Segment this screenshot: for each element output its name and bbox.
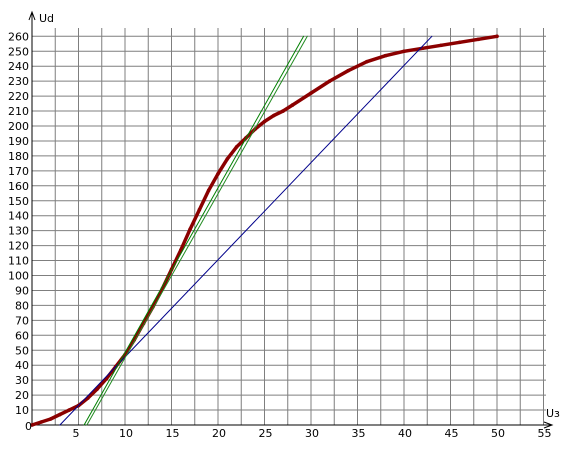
- data-point: [225, 157, 230, 161]
- y-tick-label: 140: [8, 210, 29, 223]
- data-point: [216, 172, 220, 176]
- y-tick-label: 160: [8, 180, 29, 193]
- data-point: [272, 113, 276, 118]
- x-axis-arrow-icon: [543, 421, 554, 429]
- x-tick-label: 10: [119, 427, 133, 440]
- x-axis-label: Uз: [546, 407, 560, 420]
- series-line-3: [83, 35, 305, 426]
- y-tick-label: 260: [8, 30, 29, 43]
- axes: [28, 10, 554, 429]
- y-tick-label: 80: [15, 299, 29, 312]
- y-tick-label: 190: [8, 135, 29, 148]
- x-tick-label: 25: [259, 427, 273, 440]
- data-point: [346, 68, 351, 73]
- x-tick-label: 45: [445, 427, 459, 440]
- data-point: [39, 420, 44, 424]
- data-point: [206, 188, 211, 193]
- y-tick-label: 240: [8, 60, 29, 73]
- x-tick-label: 55: [538, 427, 552, 440]
- x-tick-label: 15: [166, 427, 180, 440]
- y-tick-label: 180: [8, 150, 29, 163]
- y-tick-label: 90: [15, 284, 29, 297]
- y-tick-label: 150: [8, 195, 29, 208]
- data-point: [365, 59, 369, 64]
- data-point: [188, 227, 192, 231]
- data-point: [48, 417, 53, 421]
- data-point: [197, 207, 202, 212]
- data-point: [476, 37, 481, 42]
- y-tick-label: 170: [8, 165, 29, 178]
- data-point: [95, 387, 99, 391]
- data-point: [262, 119, 267, 124]
- y-tick-label: 250: [8, 45, 29, 58]
- data-point: [281, 109, 285, 113]
- y-tick-label: 120: [8, 240, 29, 253]
- series: [30, 34, 499, 427]
- data-point: [327, 79, 332, 83]
- series-line-1: [30, 34, 499, 427]
- series-line-2: [59, 35, 433, 426]
- y-tick-label: 230: [8, 75, 29, 88]
- y-tick-label: 50: [15, 344, 29, 357]
- tick-labels: 0 5 10 15 20 25 30 35 40 45 50 55 10 20 30 40 50 60 70 80 90…: [8, 30, 552, 440]
- y-tick-label: 30: [15, 374, 29, 387]
- x-tick-label: 40: [398, 427, 412, 440]
- data-point: [67, 408, 71, 412]
- x-tick-label: 35: [352, 427, 366, 440]
- x-tick-label: 0: [25, 420, 32, 433]
- x-tick-label: 50: [491, 427, 505, 440]
- y-tick-label: 100: [8, 270, 29, 283]
- y-tick-label: 60: [15, 329, 29, 342]
- y-tick-label: 40: [15, 359, 29, 372]
- data-point: [439, 43, 444, 48]
- x-tick-label: 30: [305, 427, 319, 440]
- y-axis-arrow-icon: [28, 10, 36, 21]
- data-point: [234, 145, 239, 149]
- y-tick-label: 10: [15, 404, 29, 417]
- y-tick-label: 20: [15, 389, 29, 402]
- data-point: [30, 423, 34, 427]
- data-point: [402, 49, 406, 54]
- series-line-4: [86, 35, 308, 426]
- data-point: [290, 103, 295, 107]
- x-tick-label: 20: [212, 427, 226, 440]
- y-tick-label: 70: [15, 314, 29, 327]
- grid: [32, 28, 546, 425]
- y-tick-label: 200: [8, 120, 29, 133]
- x-tick-label: 5: [73, 427, 80, 440]
- y-tick-label: 210: [8, 105, 29, 118]
- y-tick-label: 220: [8, 90, 29, 103]
- data-point: [58, 412, 62, 417]
- data-point: [179, 248, 183, 252]
- data-point: [383, 53, 388, 58]
- data-point: [495, 34, 499, 39]
- data-point: [458, 40, 462, 45]
- data-point: [309, 91, 313, 95]
- y-tick-label: 130: [8, 225, 29, 238]
- y-tick-label: 110: [8, 255, 29, 268]
- y-axis-label: Ud: [39, 12, 54, 25]
